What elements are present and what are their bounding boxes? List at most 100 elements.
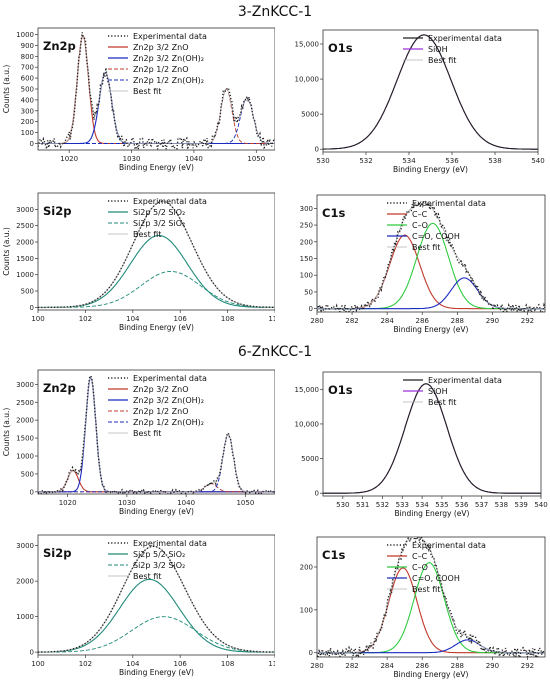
x-tick-label: 288 (451, 317, 464, 325)
legend-label: Experimental data (133, 374, 207, 383)
x-tick-label: 1040 (177, 499, 195, 507)
x-tick-label: 536 (455, 501, 469, 509)
y-tick-label: 600 (21, 75, 34, 83)
y-tick-label: 3000 (16, 206, 34, 214)
legend-label: Si2p 5/2 SiO₂ (133, 550, 185, 559)
y-tick-label: 200 (300, 564, 313, 572)
section-title-6-znkcc: 6-ZnKCC-1 (237, 344, 313, 360)
x-tick-label: 108 (221, 660, 234, 668)
x-tick-label: 110 (268, 315, 275, 323)
chart-title: O1s (328, 383, 353, 397)
y-tick-label: 1000 (16, 453, 34, 461)
chart-si2p-3: 100 102 104 106 108 110 0 500 1000 1500 2000 2500 30… (2, 192, 275, 332)
x-tick-label: 280 (310, 317, 323, 325)
chart-c1s-6: 280 282 284 286 288 290 292 0 100 200 Binding Ener… (300, 536, 546, 679)
x-tick-label: 1030 (118, 499, 136, 507)
x-tick-label: 100 (31, 315, 44, 323)
chart-o1s-6: 530 531 532 533 534 535 536 537 538 539 540 0 5000 10… (295, 371, 548, 518)
y-tick-label: 100 (300, 606, 313, 614)
y-tick-label: 10,000 (295, 420, 320, 428)
x-tick-label: 280 (310, 662, 323, 670)
series-line (38, 201, 275, 308)
legend-label: C–C (412, 552, 428, 561)
series-line (38, 469, 275, 493)
y-tick-label: 700 (21, 64, 34, 72)
series-line (323, 383, 541, 494)
x-tick-label: 292 (521, 662, 534, 670)
series-line (38, 200, 275, 309)
chart-title: Zn2p (43, 381, 76, 395)
chart-zn2p-3: 1020 1030 1040 1050 0 100 200 300 400 500 600 700 80… (2, 27, 275, 172)
x-tick-label: 102 (79, 315, 92, 323)
x-tick-label: 540 (531, 157, 544, 165)
x-tick-label: 1030 (123, 155, 141, 163)
series-line (317, 199, 545, 312)
legend-label: Zn2p 3/2 ZnO (133, 385, 189, 394)
legend-label: Si2p 5/2 SiO₂ (133, 208, 185, 217)
x-tick-label: 1020 (60, 155, 78, 163)
y-tick-label: 2500 (16, 222, 34, 230)
series-line (38, 97, 275, 144)
plot-frame (37, 192, 275, 311)
chart-zn2p-6: 1020 1030 1040 1050 0 500 1000 1500 2000 2500 3000… (2, 369, 275, 516)
x-tick-label: 282 (345, 662, 358, 670)
legend-label: Best fit (133, 230, 161, 239)
series-line (38, 545, 275, 653)
chart-title: C1s (322, 548, 345, 562)
y-tick-label: 100 (300, 272, 313, 280)
legend-label: Best fit (428, 398, 456, 407)
y-tick-label: 0 (315, 490, 319, 498)
x-tick-label: 536 (445, 157, 459, 165)
y-tick-label: 5000 (301, 111, 319, 119)
y-tick-label: 800 (21, 53, 34, 61)
legend-label: C–C (412, 210, 428, 219)
y-tick-label: 200 (300, 238, 313, 246)
series-line (38, 434, 275, 493)
legend-label: Best fit (133, 429, 161, 438)
chart-title: Si2p (43, 204, 71, 218)
y-tick-label: 0 (30, 488, 34, 496)
y-tick-label: 100 (21, 129, 34, 137)
x-axis-label: Binding Energy (eV) (119, 507, 194, 516)
series-line (317, 537, 545, 657)
x-axis-label: Binding Energy (eV) (119, 163, 194, 172)
y-tick-label: 150 (300, 255, 313, 263)
y-tick-label: 1500 (16, 435, 34, 443)
chart-title: C1s (322, 206, 345, 220)
x-tick-label: 1050 (236, 499, 254, 507)
y-tick-label: 15,000 (295, 41, 320, 49)
y-tick-label: 50 (304, 288, 313, 296)
x-axis-label: Binding Energy (eV) (119, 323, 194, 332)
x-axis-label: Binding Energy (eV) (393, 165, 468, 174)
x-tick-label: 286 (416, 662, 430, 670)
y-tick-label: 15,000 (295, 386, 320, 394)
series-line (38, 234, 275, 308)
x-tick-label: 535 (435, 501, 448, 509)
x-tick-label: 532 (359, 157, 372, 165)
x-axis-label: Binding Energy (eV) (394, 670, 469, 679)
x-tick-label: 106 (174, 315, 188, 323)
x-tick-label: 530 (336, 501, 349, 509)
y-tick-label: 5000 (301, 455, 319, 463)
chart-title: Zn2p (43, 39, 76, 53)
y-axis-label: Counts (a.u.) (2, 227, 11, 276)
legend-label: Zn2p 1/2 ZnO (133, 407, 189, 416)
plot-frame (316, 536, 546, 658)
y-axis-label: Counts (a.u.) (2, 65, 11, 114)
chart-title: O1s (328, 41, 353, 55)
legend-label: Best fit (133, 572, 161, 581)
x-tick-label: 102 (79, 660, 92, 668)
x-tick-label: 531 (356, 501, 369, 509)
legend-label: Experimental data (133, 539, 207, 548)
y-tick-label: 500 (21, 86, 34, 94)
y-tick-label: 3000 (16, 381, 34, 389)
y-tick-label: 1000 (16, 613, 34, 621)
legend-label: Best fit (412, 243, 440, 252)
x-tick-label: 540 (534, 501, 547, 509)
x-tick-label: 288 (451, 662, 464, 670)
legend-label: SiOH (428, 45, 448, 54)
y-tick-label: 0 (30, 140, 34, 148)
x-tick-label: 104 (126, 660, 140, 668)
plot-frame (37, 369, 275, 495)
y-axis-label: Counts (a.u.) (2, 408, 11, 457)
